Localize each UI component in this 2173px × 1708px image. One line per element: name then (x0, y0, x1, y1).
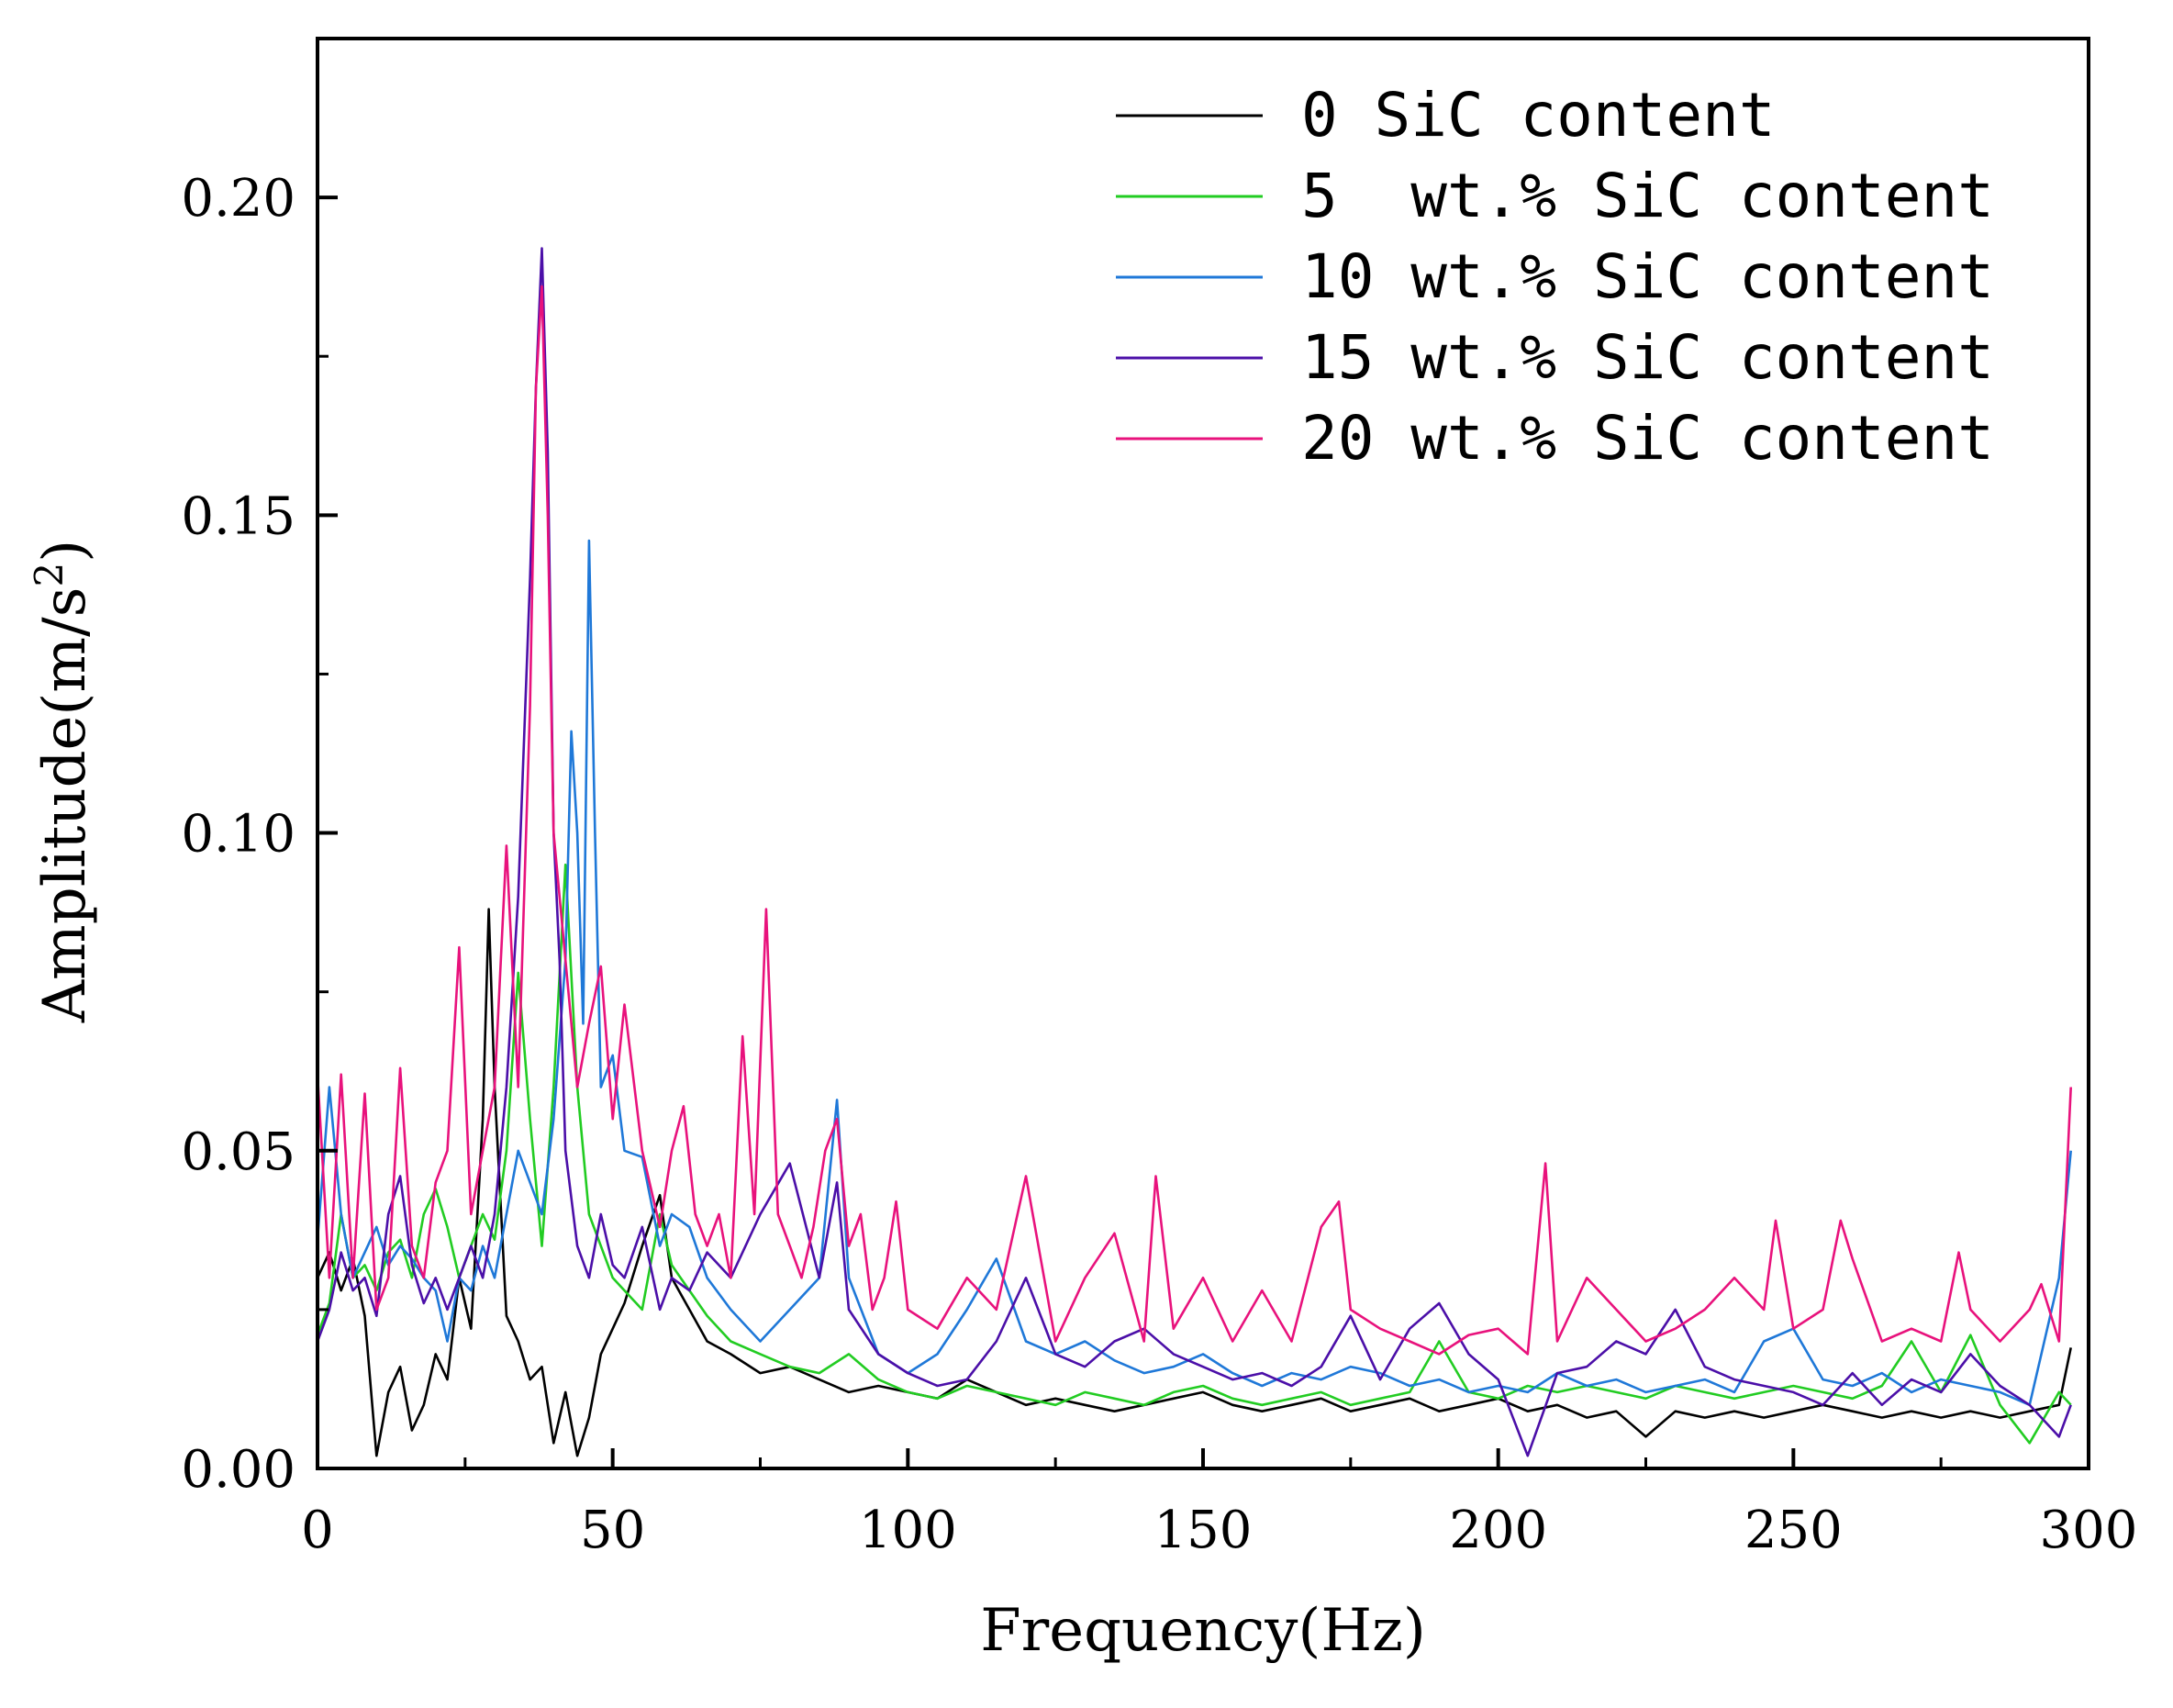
y-axis-title: Amplitude(m/s2) (27, 540, 99, 1023)
x-tick-label: 0 (301, 1501, 334, 1560)
y-axis-title-close: ) (31, 540, 99, 563)
y-axis-title-text: Amplitude(m/s (31, 587, 99, 1024)
legend-label: 10 wt.% SiC content (1301, 241, 1994, 312)
y-tick-label: 0.20 (181, 169, 295, 229)
y-axis: 0.00 0.05 0.10 0.15 0.20 (181, 169, 338, 1500)
legend: 0 SiC content 5 wt.% SiC content 10 wt.% S… (1116, 80, 1994, 474)
series-line-4 (316, 285, 2072, 1356)
x-axis: 0 50 100 150 200 250 300 (301, 1448, 2137, 1560)
x-tick-label: 50 (580, 1501, 645, 1560)
legend-label: 0 SiC content (1301, 80, 1776, 151)
legend-label: 15 wt.% SiC content (1301, 322, 1994, 393)
y-tick-label: 0.00 (181, 1440, 295, 1500)
y-axis-title-superscript: 2 (27, 563, 72, 587)
x-tick-label: 150 (1154, 1501, 1253, 1560)
legend-label: 20 wt.% SiC content (1301, 403, 1994, 474)
series-line-3 (316, 247, 2072, 1457)
x-tick-label: 250 (1744, 1501, 1843, 1560)
x-tick-label: 100 (859, 1501, 957, 1560)
y-tick-label: 0.05 (181, 1122, 295, 1182)
y-tick-label: 0.10 (181, 805, 295, 865)
y-tick-label: 0.15 (181, 486, 295, 546)
x-axis-title: Frequency(Hz) (980, 1597, 1426, 1665)
series-layer (316, 247, 2072, 1457)
x-tick-label: 300 (2040, 1501, 2138, 1560)
x-tick-label: 200 (1449, 1501, 1547, 1560)
legend-label: 5 wt.% SiC content (1301, 161, 1994, 231)
